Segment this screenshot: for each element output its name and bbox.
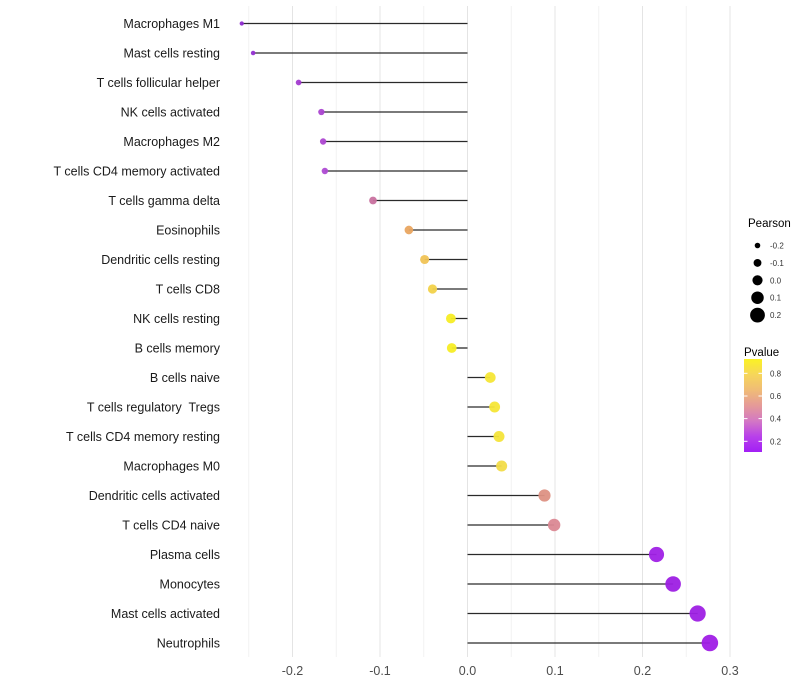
size-legend-label: -0.2 <box>770 242 784 251</box>
x-tick-label: 0.0 <box>459 664 476 678</box>
lollipop-dot <box>648 546 665 563</box>
size-legend-dot <box>752 275 763 286</box>
lollipop-dot <box>318 108 325 116</box>
category-label: T cells follicular helper <box>97 76 220 90</box>
size-legend-label: 0.1 <box>770 294 782 303</box>
category-label: T cells CD4 memory activated <box>54 165 221 179</box>
lollipop-dot <box>496 460 508 472</box>
lollipop-dot <box>493 431 505 442</box>
category-label: Dendritic cells resting <box>101 253 220 267</box>
category-label: Plasma cells <box>150 548 220 562</box>
lollipop-dot <box>404 225 414 235</box>
lollipop-dot <box>369 196 377 205</box>
category-label: Monocytes <box>160 578 220 592</box>
size-legend-dot <box>754 242 761 249</box>
lollipop-dot <box>250 50 256 56</box>
pvalue-colorbar <box>744 359 762 452</box>
category-label: Mast cells resting <box>123 47 220 61</box>
category-label: NK cells resting <box>133 312 220 326</box>
lollipop-dot <box>547 518 561 532</box>
color-legend-label: 0.6 <box>770 392 782 401</box>
category-label: Dendritic cells activated <box>89 489 220 503</box>
lollipop-dot <box>321 167 329 175</box>
lollipop-dot <box>538 489 551 502</box>
lollipop-dot <box>446 313 456 324</box>
lollipop-dot <box>420 254 430 265</box>
lollipop-dot <box>484 372 496 383</box>
x-tick-label: 0.3 <box>721 664 738 678</box>
size-legend-title: Pearson <box>748 218 791 230</box>
category-label: Mast cells activated <box>111 607 220 621</box>
category-label: Eosinophils <box>156 224 220 238</box>
lollipop-dot <box>319 138 327 145</box>
size-legend-label: 0.2 <box>770 311 782 320</box>
category-label: Macrophages M1 <box>123 17 220 31</box>
color-legend-title: Pvalue <box>744 347 780 359</box>
category-label: T cells gamma delta <box>108 194 220 208</box>
lollipop-dot <box>427 284 438 294</box>
size-legend-label: -0.1 <box>770 259 784 268</box>
size-legend-dot <box>751 291 764 304</box>
x-tick-label: -0.2 <box>282 664 304 678</box>
category-label: T cells CD4 memory resting <box>66 430 220 444</box>
size-legend-dot <box>750 307 765 323</box>
x-tick-label: 0.2 <box>634 664 651 678</box>
category-label: T cells CD8 <box>156 283 220 297</box>
category-label: B cells memory <box>135 342 221 356</box>
category-label: T cells regulatory Tregs <box>87 401 220 415</box>
size-legend-dot <box>753 258 762 267</box>
lollipop-dot <box>701 634 719 652</box>
category-label: Macrophages M2 <box>123 135 220 149</box>
category-label: Neutrophils <box>157 637 220 651</box>
category-label: Macrophages M0 <box>123 460 220 474</box>
lollipop-dot <box>295 79 302 86</box>
color-legend-label: 0.8 <box>770 369 782 378</box>
lollipop-dot <box>689 605 706 622</box>
category-label: B cells naive <box>150 371 220 385</box>
x-tick-label: 0.1 <box>546 664 563 678</box>
color-legend-label: 0.4 <box>770 415 782 424</box>
category-label: NK cells activated <box>121 106 220 120</box>
lollipop-dot <box>665 576 681 592</box>
size-legend-label: 0.0 <box>770 276 782 285</box>
color-legend-label: 0.2 <box>770 437 782 446</box>
x-tick-label: -0.1 <box>369 664 391 678</box>
lollipop-dot <box>446 343 457 353</box>
category-label: T cells CD4 naive <box>122 519 220 533</box>
lollipop-dot <box>489 401 501 413</box>
lollipop-dot <box>239 21 244 26</box>
